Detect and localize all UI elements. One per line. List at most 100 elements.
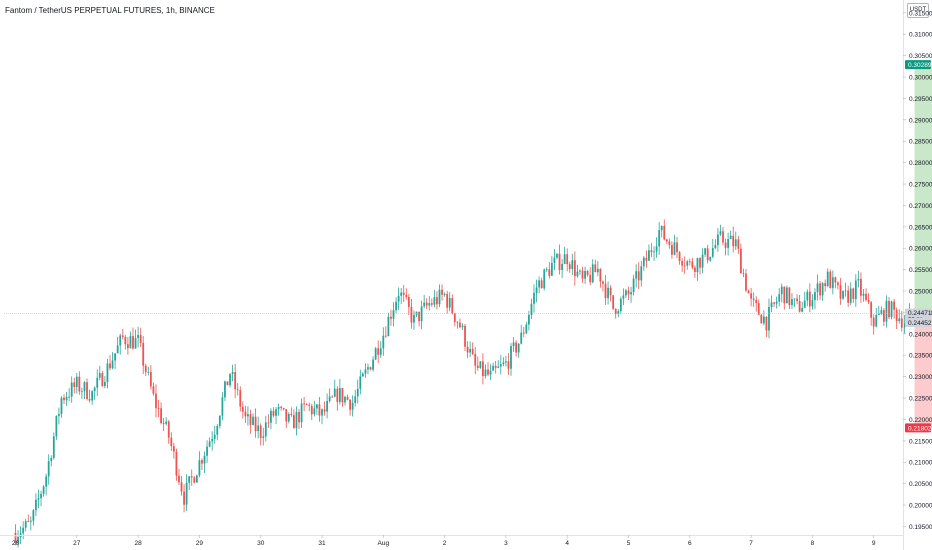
candle-body: [359, 376, 362, 389]
candle-body: [875, 314, 878, 327]
candle-body: [714, 245, 717, 249]
candle-body: [737, 239, 740, 249]
candle-body: [476, 365, 479, 368]
candle: [400, 287, 403, 304]
position-tool[interactable]: [914, 64, 932, 428]
candle-body: [165, 421, 168, 424]
candle: [333, 379, 336, 398]
candle: [60, 396, 63, 418]
candle-body: [149, 372, 152, 387]
x-tick-label: 28: [134, 540, 142, 547]
candle: [803, 291, 806, 309]
candle: [226, 381, 229, 386]
candle: [361, 372, 364, 377]
candle-body: [604, 283, 607, 299]
candle-body: [796, 298, 798, 302]
y-tick-label: 0.28500: [909, 139, 932, 146]
candle: [188, 475, 191, 490]
candle-body: [867, 299, 870, 303]
candle-body: [206, 446, 208, 456]
candle: [425, 298, 428, 310]
candle-body: [898, 318, 901, 322]
candle-body: [507, 361, 510, 369]
candle-body: [121, 335, 124, 337]
candle-body: [727, 239, 730, 248]
candle-body: [824, 283, 827, 287]
candle: [344, 395, 346, 406]
candle: [688, 258, 691, 266]
candle: [837, 281, 839, 290]
candle: [622, 288, 625, 306]
candle-body: [369, 367, 372, 370]
candle: [510, 343, 512, 376]
candle: [558, 244, 561, 275]
y-tick-label: 0.26000: [909, 246, 932, 253]
candle-body: [752, 298, 755, 300]
candle-body: [185, 482, 188, 505]
candle-body: [116, 345, 119, 354]
candle: [762, 310, 765, 326]
candle: [27, 514, 30, 523]
candle: [270, 408, 272, 430]
candle-body: [660, 225, 663, 231]
x-tick-label: 4: [565, 540, 569, 547]
candle-body: [517, 343, 520, 353]
candle-body: [195, 475, 198, 483]
candle-body: [903, 323, 906, 328]
candle-body: [390, 316, 392, 319]
candle: [788, 287, 791, 310]
candle: [29, 516, 32, 531]
currency-selector[interactable]: USDT: [907, 3, 929, 18]
candle-body: [402, 292, 405, 295]
candle-body: [678, 252, 681, 261]
candle: [543, 268, 546, 291]
candle: [157, 399, 160, 417]
candle: [653, 246, 655, 261]
candle: [617, 309, 620, 318]
candle: [423, 294, 426, 309]
candle-body: [241, 406, 244, 412]
candle-body: [530, 303, 533, 315]
candle-body: [277, 406, 280, 410]
candle: [303, 396, 306, 412]
candle: [119, 333, 122, 355]
candle: [50, 455, 53, 467]
candle-body: [280, 406, 283, 408]
candle-body: [119, 335, 122, 346]
candle-body: [203, 455, 206, 464]
candle: [459, 318, 461, 329]
candle-body: [78, 376, 81, 392]
candle: [364, 363, 367, 378]
candle: [522, 326, 525, 338]
candle-body: [729, 235, 732, 240]
candle-body: [691, 261, 694, 268]
y-tick-label: 0.30500: [909, 53, 932, 60]
candle-body: [622, 295, 625, 299]
candle-body: [768, 306, 770, 331]
candle: [152, 382, 155, 396]
candle-body: [540, 280, 543, 289]
candle: [430, 298, 433, 307]
candle: [660, 225, 663, 238]
candle: [671, 241, 673, 259]
entry-price-badge: 0.24452: [905, 317, 932, 327]
candle: [847, 285, 850, 307]
candle-body: [101, 373, 104, 387]
candle-body: [229, 374, 231, 386]
candle: [796, 294, 798, 305]
candle-body: [852, 288, 855, 300]
candle-body: [208, 441, 211, 447]
candle-body: [584, 270, 586, 279]
candle-body: [321, 409, 323, 416]
candle-body: [86, 382, 88, 400]
candle: [201, 458, 203, 470]
candle: [73, 377, 76, 394]
candle: [190, 469, 193, 486]
candle: [40, 490, 42, 507]
candle: [101, 370, 104, 387]
candle: [527, 310, 530, 331]
candle-body: [351, 402, 354, 410]
candle: [520, 324, 523, 345]
candle: [650, 243, 653, 258]
